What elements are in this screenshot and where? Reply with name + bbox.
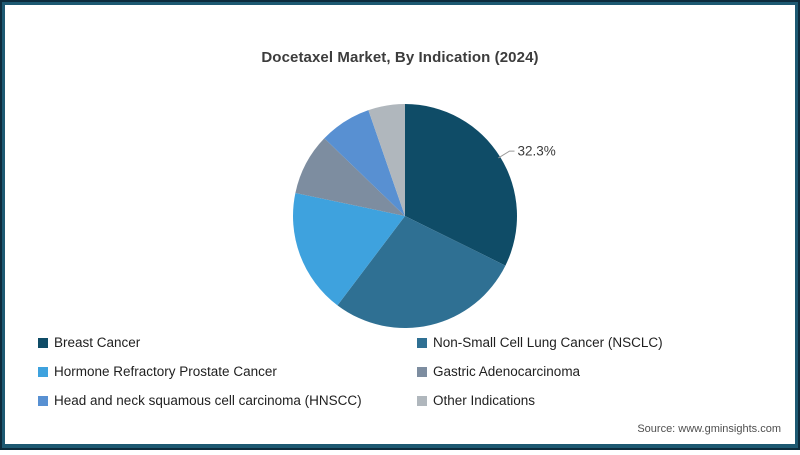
legend-item-other-indications: Other Indications <box>417 386 783 415</box>
legend-swatch <box>417 395 427 406</box>
legend-label: Other Indications <box>433 393 536 408</box>
legend-swatch <box>417 337 427 348</box>
legend-item-hormone-refractory-prostate-cancer: Hormone Refractory Prostate Cancer <box>38 357 417 386</box>
pie-slice <box>324 110 405 216</box>
pie-slice <box>405 104 517 266</box>
legend-label: Head and neck squamous cell carcinoma (H… <box>54 393 362 408</box>
pie-slice <box>368 104 405 216</box>
legend-item-breast-cancer: Breast Cancer <box>38 328 417 357</box>
legend-item-gastric-adenocarcinoma: Gastric Adenocarcinoma <box>417 357 783 386</box>
legend-column-left: Breast Cancer Hormone Refractory Prostat… <box>38 328 417 415</box>
legend-column-right: Non-Small Cell Lung Cancer (NSCLC) Gastr… <box>417 328 783 415</box>
legend: Breast Cancer Hormone Refractory Prostat… <box>38 328 783 415</box>
legend-swatch <box>38 366 48 377</box>
chart-title: Docetaxel Market, By Indication (2024) <box>261 49 539 66</box>
legend-item-hnscc: Head and neck squamous cell carcinoma (H… <box>38 386 417 415</box>
pie-data-label: 32.3% <box>518 144 556 159</box>
legend-item-nsclc: Non-Small Cell Lung Cancer (NSCLC) <box>417 328 783 357</box>
legend-swatch <box>38 337 48 348</box>
pie-slice <box>295 138 405 216</box>
legend-label: Gastric Adenocarcinoma <box>433 364 581 379</box>
pie-label-leader-line <box>498 150 515 159</box>
source-attribution: Source: www.gminsights.com <box>637 423 781 435</box>
pie-slice <box>293 192 405 306</box>
legend-label: Hormone Refractory Prostate Cancer <box>54 364 277 379</box>
chart-frame-inner: Docetaxel Market, By Indication (2024) 3… <box>2 2 798 448</box>
legend-label: Breast Cancer <box>54 335 141 350</box>
legend-label: Non-Small Cell Lung Cancer (NSCLC) <box>433 335 663 350</box>
legend-swatch <box>417 366 427 377</box>
pie-slice <box>337 216 506 328</box>
legend-swatch <box>38 395 48 406</box>
